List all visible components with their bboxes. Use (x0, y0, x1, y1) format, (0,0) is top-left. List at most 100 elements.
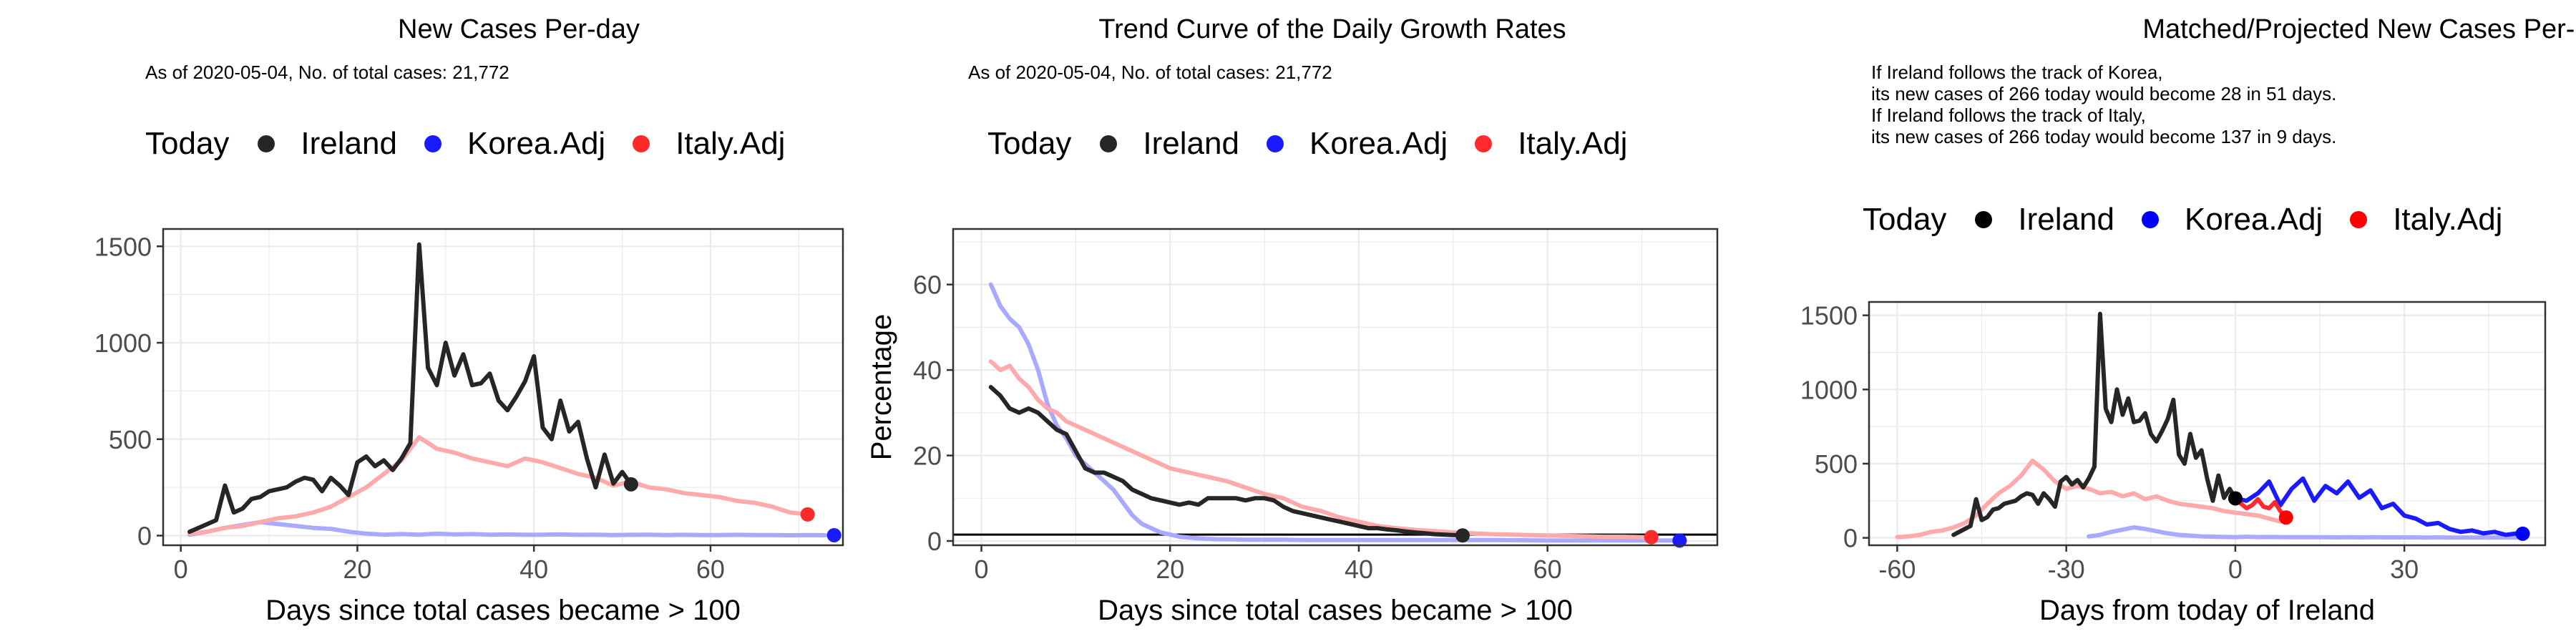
chart-subtitle: As of 2020-05-04, No. of total cases: 21… (968, 62, 1332, 83)
y-axis-label: Percentage (866, 314, 897, 461)
series-line-italy-adj-history (1895, 458, 2283, 540)
x-axis-label: Days since total cases became > 100 (1098, 595, 1573, 626)
legend-dot-icon (2141, 211, 2159, 228)
today-point-italy-adj (1644, 530, 1659, 545)
legend-dot-icon (633, 135, 650, 152)
series-group (988, 282, 1682, 543)
legend-item-korea: Korea.Adj (1266, 126, 1448, 162)
series-group (187, 242, 828, 537)
x-tick-label: -60 (1878, 555, 1916, 584)
legend-item-italy: Italy.Adj (1475, 126, 1627, 162)
plot-border (1868, 301, 2547, 547)
chart-title: Matched/Projected New Cases Per-day (2142, 14, 2576, 44)
today-point-ireland (1455, 528, 1470, 543)
y-tick-label: 40 (913, 356, 942, 385)
legend-dot-icon (1100, 135, 1118, 152)
legend-label: Italy.Adj (675, 126, 786, 161)
legend-label: Korea.Adj (467, 126, 606, 161)
legend-label: Italy.Adj (2393, 202, 2503, 237)
legend-dot-icon (258, 135, 275, 152)
x-tick-label: 40 (519, 555, 548, 584)
plot-border (162, 228, 844, 547)
legend-label: Italy.Adj (1518, 126, 1628, 161)
legend-item-korea: Korea.Adj (2141, 202, 2323, 238)
today-point-italy-adj (2278, 510, 2293, 525)
x-tick-label: 20 (1156, 555, 1184, 584)
legend-label: Korea.Adj (1309, 126, 1448, 161)
today-point-korea-adj (2515, 526, 2530, 541)
legend-item-ireland: Ireland (258, 126, 397, 162)
gridlines (163, 229, 843, 545)
y-tick-label: 1500 (94, 232, 152, 261)
gridlines (1869, 302, 2545, 545)
legend: Today Ireland Korea.Adj Italy.Adj (1863, 202, 2529, 238)
series-line-ireland (1951, 311, 2238, 537)
legend-dot-icon (1266, 135, 1284, 152)
y-tick-label: 1000 (94, 328, 152, 358)
today-point-korea-adj (826, 527, 841, 542)
legend-item-italy: Italy.Adj (2350, 202, 2502, 238)
x-tick-label: 60 (696, 555, 725, 584)
x-tick-label: 0 (2228, 555, 2243, 584)
chart-title: New Cases Per-day (398, 14, 640, 44)
x-axis-label: Days since total cases became > 100 (265, 595, 741, 626)
series-line-korea-adj (187, 519, 828, 537)
series-line-italy-adj (187, 435, 810, 536)
x-tick-label: 20 (343, 555, 371, 584)
legend-title: Today (1863, 202, 1947, 237)
series-line-ireland (988, 385, 1465, 538)
chart-subtitle: As of 2020-05-04, No. of total cases: 21… (145, 62, 509, 83)
chart-panel-growth-rates: Trend Curve of the Daily Growth Rates As… (859, 0, 1719, 644)
x-tick-label: 0 (975, 555, 989, 584)
legend-label: Ireland (301, 126, 397, 161)
gridlines (953, 229, 1717, 545)
legend-label: Ireland (2018, 202, 2114, 237)
chart-title: Trend Curve of the Daily Growth Rates (1098, 14, 1566, 44)
x-tick-label: 30 (2390, 555, 2419, 584)
y-tick-label: 0 (927, 527, 942, 556)
plot-area: 0 20 40 60 0 20 40 60 Days since total cases bec… (866, 228, 1719, 626)
legend-label: Korea.Adj (2184, 202, 2323, 237)
plot-area: -60 -30 0 30 0 500 1000 1500 Days from today of … (1800, 301, 2547, 626)
legend-dot-icon (424, 135, 441, 152)
y-tick-label: 1000 (1800, 375, 1858, 404)
series-group (1895, 311, 2525, 540)
y-tick-label: 60 (913, 270, 942, 300)
y-tick-label: 500 (1815, 449, 1858, 479)
today-point-ireland (2228, 491, 2243, 506)
legend: Today Ireland Korea.Adj Italy.Adj (145, 126, 812, 162)
series-line-italy-adj (2233, 496, 2288, 520)
plot-area: 0 20 40 60 0 500 1000 1500 Days since total case… (94, 228, 844, 626)
today-point-italy-adj (800, 507, 815, 522)
legend: Today Ireland Korea.Adj Italy.Adj (987, 126, 1654, 162)
x-axis-label: Days from today of Ireland (2039, 595, 2375, 626)
legend-item-ireland: Ireland (1100, 126, 1239, 162)
series-line-ireland (187, 242, 633, 535)
series-line-italy-adj (988, 359, 1654, 540)
y-tick-label: 500 (109, 425, 152, 454)
today-point-korea-adj (1672, 533, 1687, 548)
y-tick-label: 20 (913, 441, 942, 471)
chart-panel-new-cases: New Cases Per-day As of 2020-05-04, No. … (0, 0, 859, 644)
legend-dot-icon (1475, 135, 1493, 152)
legend-dot-icon (1975, 211, 1993, 228)
plot-border (952, 228, 1719, 547)
x-tick-label: -30 (2048, 555, 2085, 584)
chart-panel-projected: Matched/Projected New Cases Per-day If I… (1717, 0, 2576, 644)
legend-dot-icon (2350, 211, 2368, 228)
series-line-korea-adj-history (2087, 525, 2519, 540)
y-tick-label: 0 (1843, 524, 1858, 553)
x-tick-label: 0 (174, 555, 188, 584)
legend-item-ireland: Ireland (1975, 202, 2114, 238)
legend-label: Ireland (1143, 126, 1239, 161)
y-tick-label: 0 (137, 522, 152, 551)
series-line-korea-adj (2233, 476, 2525, 537)
legend-title: Today (987, 126, 1072, 161)
x-tick-label: 60 (1533, 555, 1562, 584)
x-tick-label: 40 (1345, 555, 1373, 584)
legend-item-italy: Italy.Adj (633, 126, 785, 162)
chart-subtitle: If Ireland follows the track of Korea, i… (1871, 62, 2337, 147)
series-line-korea-adj (988, 282, 1682, 543)
legend-title: Today (145, 126, 230, 161)
today-point-ireland (623, 477, 638, 492)
